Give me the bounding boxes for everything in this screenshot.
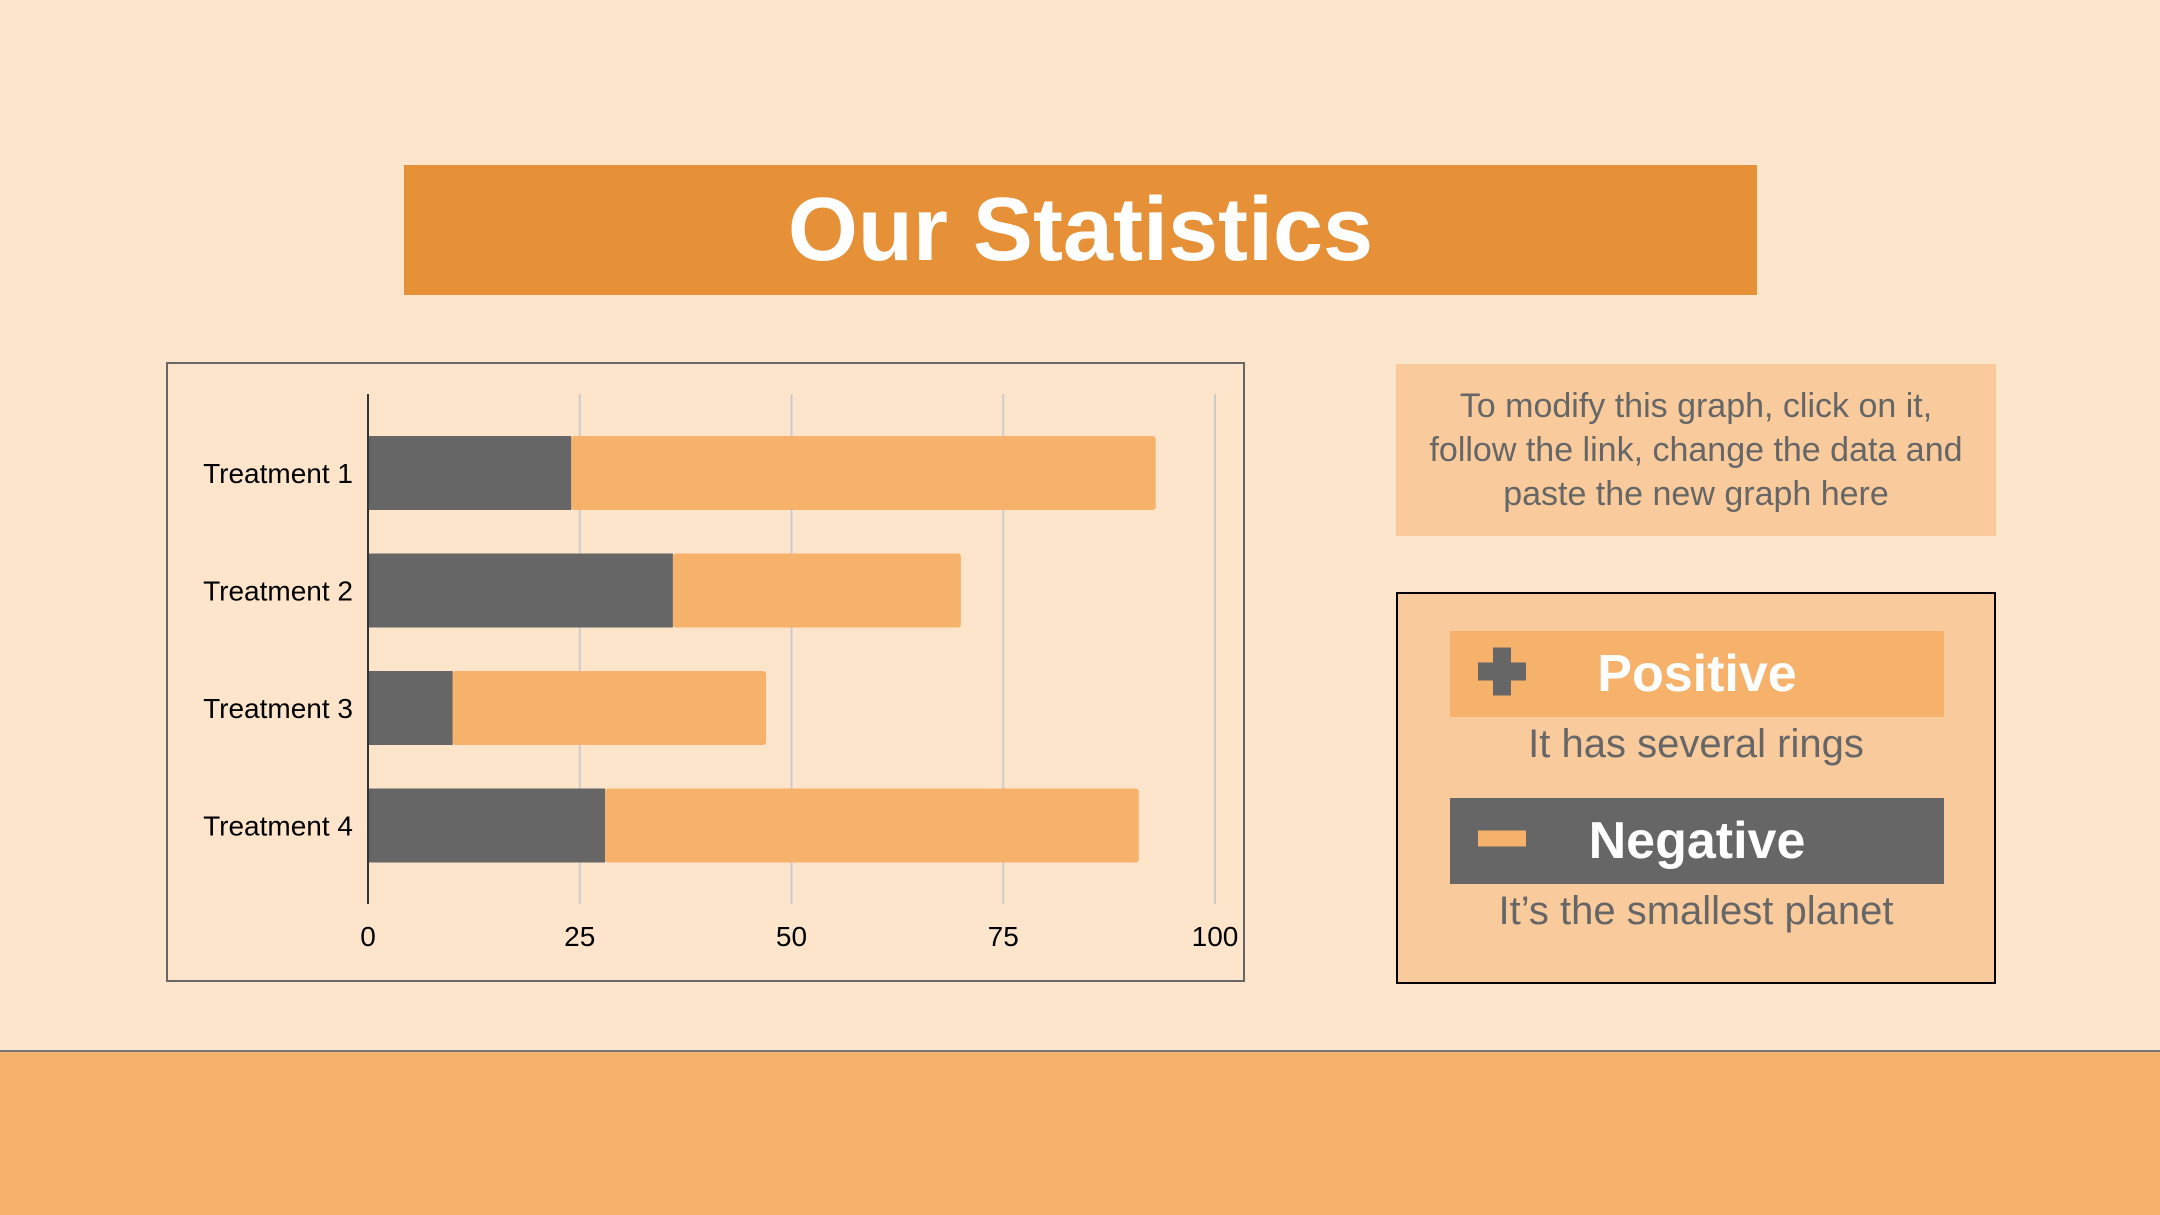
negative-label: Negative [1588, 812, 1806, 870]
x-tick-label: 25 [564, 921, 595, 952]
minus-icon [1476, 829, 1528, 854]
x-tick-label: 0 [360, 921, 376, 952]
title-banner: Our Statistics [404, 165, 1757, 295]
bar-segment [672, 553, 961, 628]
footer-band [0, 1050, 2160, 1215]
bar-segment [571, 436, 1156, 510]
bar-segment [452, 671, 767, 745]
chart-svg: Treatment 1 Treatment 2 Treatment 3 Treatme… [203, 394, 1239, 952]
category-label: Treatment 2 [203, 576, 353, 607]
page-title: Our Statistics [787, 179, 1374, 280]
plus-icon [1476, 646, 1528, 703]
positive-tag: Positive [1450, 631, 1944, 717]
bar-segment [368, 671, 453, 745]
bar-segment [605, 788, 1139, 863]
bar-segment [368, 553, 673, 628]
instruction-note: To modify this graph, click on it, follo… [1396, 364, 1996, 536]
category-label: Treatment 4 [203, 811, 353, 842]
x-tick-label: 100 [1192, 921, 1239, 952]
category-label: Treatment 3 [203, 693, 353, 724]
category-label: Treatment 1 [203, 458, 353, 489]
positive-description: It has several rings [1528, 722, 1864, 766]
instruction-text: To modify this graph, click on it, follo… [1429, 387, 1963, 513]
bar-segment [368, 788, 606, 863]
positive-label: Positive [1597, 645, 1797, 703]
negative-description: It’s the smallest planet [1498, 889, 1894, 933]
legend-panel: Positive It has several rings Negative I… [1396, 592, 1996, 984]
bar-chart[interactable]: Treatment 1 Treatment 2 Treatment 3 Treatme… [166, 362, 1245, 982]
negative-tag: Negative [1450, 798, 1944, 884]
x-tick-label: 50 [776, 921, 807, 952]
x-tick-label: 75 [988, 921, 1019, 952]
bar-segment [368, 436, 572, 510]
